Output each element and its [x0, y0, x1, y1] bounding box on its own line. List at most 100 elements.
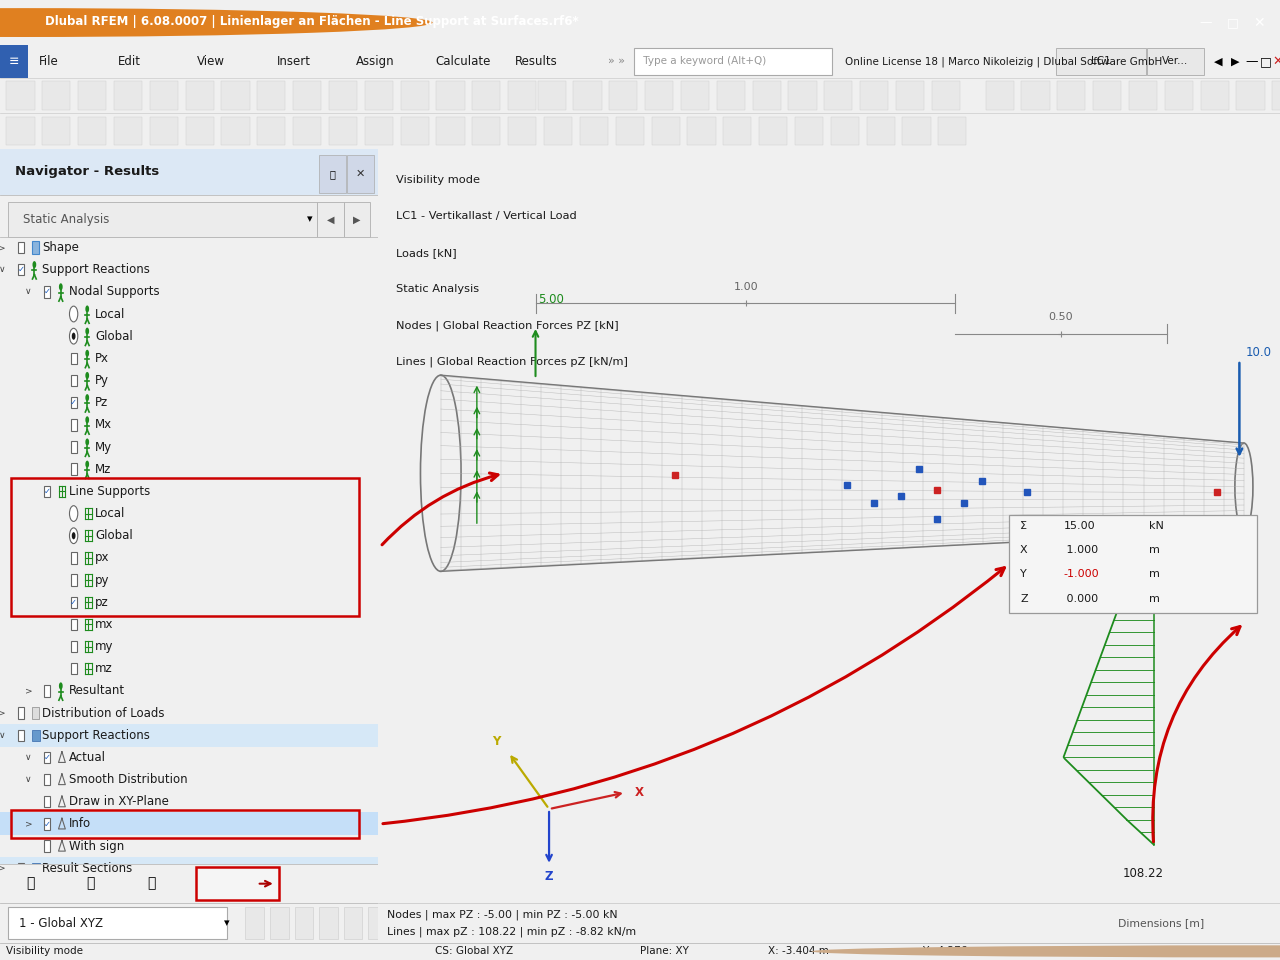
Bar [0, 812, 378, 835]
Bar [70, 442, 77, 453]
Bar [246, 907, 265, 939]
Bar [317, 202, 343, 237]
Bar [616, 117, 644, 145]
Text: Visibility mode: Visibility mode [6, 947, 83, 956]
Text: Lines | max pZ : 108.22 | min pZ : -8.82 kN/m: Lines | max pZ : 108.22 | min pZ : -8.82… [387, 926, 636, 937]
Text: m: m [1149, 545, 1160, 555]
Bar [687, 117, 716, 145]
Bar [186, 82, 214, 109]
Text: Ver...: Ver... [1162, 57, 1188, 66]
Circle shape [59, 683, 63, 689]
Bar [12, 478, 358, 615]
Text: ✕: ✕ [1272, 55, 1280, 68]
Bar [18, 708, 24, 719]
Text: kN: kN [1149, 521, 1164, 531]
Text: 📌: 📌 [330, 169, 335, 179]
Text: Visibility mode: Visibility mode [396, 176, 480, 185]
Circle shape [59, 283, 63, 291]
Text: ≡: ≡ [9, 55, 19, 68]
Bar [0, 149, 378, 195]
Bar [986, 82, 1014, 109]
Bar [70, 464, 77, 475]
Text: m: m [1149, 569, 1160, 580]
Bar [1093, 82, 1121, 109]
Bar [78, 82, 106, 109]
Text: Edit: Edit [118, 55, 141, 68]
Text: Z: Z [1020, 593, 1028, 604]
Bar [580, 117, 608, 145]
Text: Info: Info [69, 818, 91, 830]
Text: ∨: ∨ [0, 731, 5, 740]
Text: 1.000: 1.000 [1064, 545, 1098, 555]
Circle shape [69, 506, 78, 521]
Text: Z: Z [545, 871, 553, 883]
Bar [45, 286, 50, 298]
Text: 8.8: 8.8 [1041, 570, 1059, 580]
Bar [70, 374, 77, 386]
Text: ✕: ✕ [1253, 15, 1266, 30]
Text: Insert: Insert [276, 55, 311, 68]
Bar [788, 82, 817, 109]
Text: 👁: 👁 [87, 876, 95, 891]
Bar [472, 82, 500, 109]
Text: ∨: ∨ [0, 265, 5, 275]
Bar [8, 907, 227, 939]
Text: Local: Local [95, 507, 125, 520]
Text: Plane: XY: Plane: XY [640, 947, 689, 956]
Bar [365, 82, 393, 109]
Bar [1057, 82, 1085, 109]
Bar [347, 155, 374, 193]
Text: Mx: Mx [95, 419, 113, 431]
Text: ✓: ✓ [44, 820, 51, 828]
Bar [8, 202, 317, 237]
Text: >: > [24, 686, 32, 695]
Bar [32, 730, 40, 741]
Bar [932, 82, 960, 109]
Bar [18, 264, 24, 276]
Text: Dimensions [m]: Dimensions [m] [1117, 918, 1203, 928]
Text: ◀: ◀ [326, 215, 334, 225]
Bar [293, 117, 321, 145]
Text: ▶: ▶ [353, 215, 361, 225]
Bar [45, 752, 50, 763]
Bar [573, 82, 602, 109]
Text: 5.00: 5.00 [538, 293, 564, 306]
Circle shape [86, 439, 90, 445]
Text: >: > [0, 243, 5, 252]
Text: ∨: ∨ [26, 775, 32, 784]
Circle shape [86, 395, 90, 401]
Text: >: > [0, 864, 5, 873]
Circle shape [86, 305, 90, 313]
Text: Nodal Supports: Nodal Supports [69, 285, 159, 299]
Bar [45, 486, 50, 497]
Bar [401, 82, 429, 109]
Text: Global: Global [95, 529, 133, 542]
Text: Result Sections: Result Sections [42, 862, 133, 875]
Bar [114, 117, 142, 145]
Text: Local: Local [95, 307, 125, 321]
Text: Static Analysis: Static Analysis [396, 284, 479, 294]
Bar [293, 82, 321, 109]
Bar [365, 117, 393, 145]
Text: Nodes | max PZ : -5.00 | min PZ : -5.00 kN: Nodes | max PZ : -5.00 | min PZ : -5.00 … [387, 910, 617, 921]
Text: Type a keyword (Alt+Q): Type a keyword (Alt+Q) [640, 57, 767, 66]
Text: Resultant: Resultant [69, 684, 125, 697]
Text: Line Supports: Line Supports [69, 485, 150, 498]
Text: File: File [38, 55, 58, 68]
Text: ◀: ◀ [1215, 57, 1222, 66]
Bar [538, 82, 566, 109]
Bar [319, 155, 347, 193]
Bar [329, 82, 357, 109]
Text: Actual: Actual [69, 751, 106, 764]
Circle shape [69, 328, 78, 344]
Text: CS: Global XYZ: CS: Global XYZ [435, 947, 513, 956]
Text: Draw in XY-Plane: Draw in XY-Plane [69, 795, 169, 808]
Text: ✕: ✕ [356, 169, 365, 179]
Bar [369, 907, 387, 939]
Text: 0.50: 0.50 [1048, 312, 1073, 323]
Bar [896, 82, 924, 109]
Text: Lines | Global Reaction Forces pZ [kN/m]: Lines | Global Reaction Forces pZ [kN/m] [396, 356, 627, 367]
Text: ▶: ▶ [1231, 57, 1239, 66]
Bar [42, 117, 70, 145]
Bar [12, 809, 358, 838]
